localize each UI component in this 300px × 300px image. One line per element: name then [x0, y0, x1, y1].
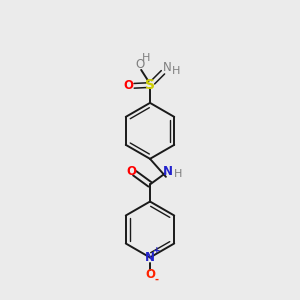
Text: +: + [153, 247, 160, 256]
Text: H: H [142, 53, 151, 63]
Text: N: N [163, 165, 173, 178]
Text: O: O [145, 268, 155, 281]
Text: N: N [145, 251, 155, 264]
Text: H: H [173, 169, 182, 179]
Text: O: O [135, 58, 144, 71]
Text: H: H [172, 66, 181, 76]
Text: O: O [126, 165, 136, 178]
Text: -: - [154, 275, 158, 285]
Text: O: O [124, 79, 134, 92]
Text: S: S [145, 78, 155, 92]
Text: N: N [163, 61, 172, 74]
